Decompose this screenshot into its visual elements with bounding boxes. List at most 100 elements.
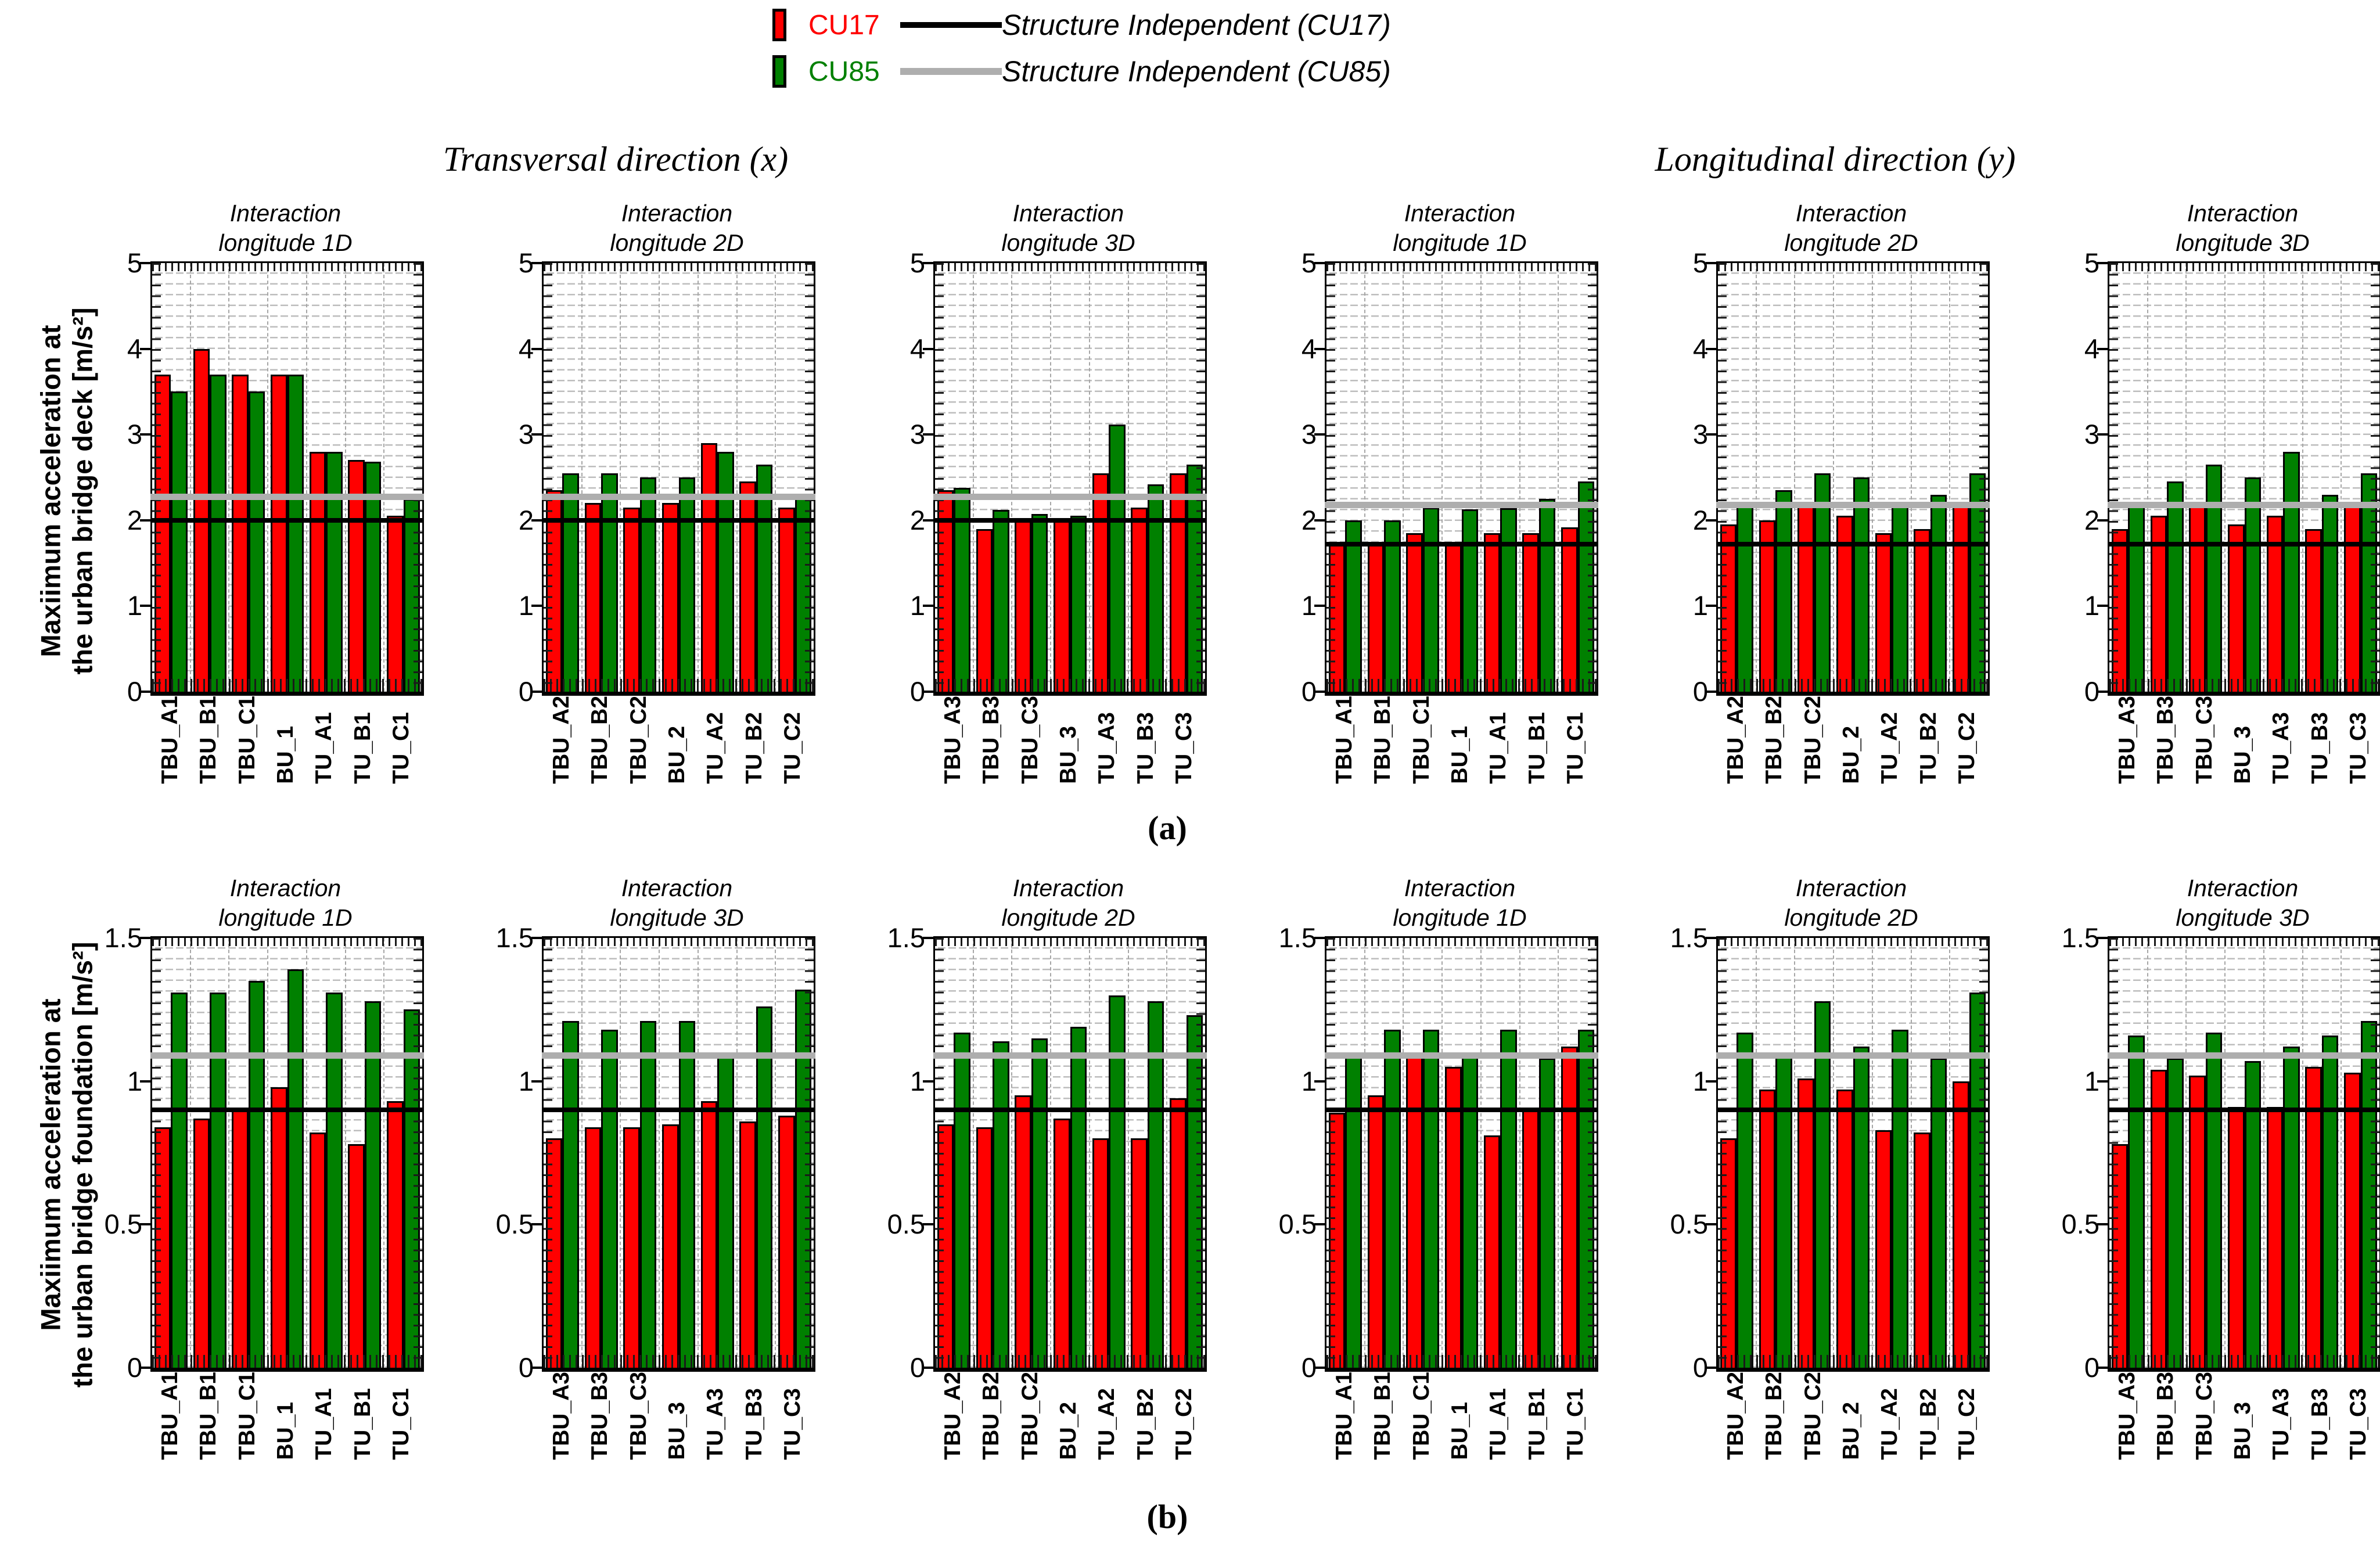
x-tick-cell: TBU_C2 (1011, 1372, 1049, 1466)
y-tick-mark (923, 262, 933, 264)
chart-b5: Interaction longitude 2D 0 0.5 1 1.5 TBU_A2 TBU… (1658, 864, 1990, 1466)
category-TBU_C3 (1011, 263, 1050, 692)
y-tick-label: 0 (909, 1352, 925, 1383)
x-tick-cell: TU_C3 (2339, 696, 2378, 790)
y-tick-label: 5 (1692, 247, 1708, 278)
bar-cu85-TBU_A2 (1737, 1032, 1753, 1368)
y-tick-mark (2097, 691, 2108, 693)
chart-title-line1: Interaction (1795, 874, 1907, 901)
y-tick-mark (531, 605, 542, 607)
reference-line-cu17 (150, 517, 424, 523)
y-tick-label: 2 (909, 504, 925, 535)
y-tick-label: 0.5 (887, 1209, 925, 1240)
bar-cu17-TU_C3 (778, 1115, 795, 1368)
x-tick-label-TBU_A3: TBU_A3 (548, 1372, 574, 1460)
x-tick-label-TBU_B3: TBU_B3 (587, 1372, 613, 1460)
x-tick-cell: TBU_B1 (189, 696, 227, 790)
x-tick-label-BU_1: BU_1 (272, 1401, 298, 1460)
y-tick-mark (531, 519, 542, 522)
x-tick-label-TU_B3: TU_B3 (2307, 1388, 2332, 1460)
bar-cu17-TU_C3 (1170, 473, 1187, 692)
category-BU_1 (267, 938, 306, 1368)
reference-line-cu17 (2108, 1108, 2380, 1112)
x-tick-cell: TU_C3 (2339, 1372, 2378, 1466)
y-tick-label: 4 (2084, 333, 2099, 364)
category-BU_1 (1441, 263, 1480, 692)
y-tick-mark (923, 519, 933, 522)
category-TBU_B2 (1755, 263, 1795, 692)
bar-cu17-TU_A2 (1875, 1130, 1892, 1368)
x-tick-cell: TU_A1 (1479, 696, 1518, 790)
x-tick-label-TU_A2: TU_A2 (1877, 1388, 1903, 1460)
y-tick-mark (923, 691, 933, 693)
plot-area (1716, 261, 1990, 696)
x-tick-cell: BU_3 (2223, 1372, 2262, 1466)
reference-line-cu85 (933, 1052, 1207, 1059)
x-tick-cell: TBU_B2 (1755, 696, 1793, 790)
bar-cu17-TBU_C2 (623, 507, 640, 692)
minor-ticks-left (935, 938, 944, 1368)
minor-ticks-bottom (1718, 679, 1988, 692)
y-tick-label: 3 (127, 419, 142, 450)
chart-title-line1: Interaction (1795, 199, 1907, 226)
y-tick-mark (531, 262, 542, 264)
y-tick-label: 1 (1301, 1065, 1317, 1096)
reference-line-cu85 (542, 494, 815, 501)
bar-cu85-TU_A2 (1892, 503, 1908, 692)
reference-line-cu85 (2108, 1052, 2380, 1059)
y-tick-mark (923, 937, 933, 939)
y-tick-label: 5 (1301, 247, 1317, 278)
category-TBU_B1 (1364, 263, 1403, 692)
x-tick-cell: TU_A2 (1871, 1372, 1909, 1466)
x-tick-label-TBU_B3: TBU_B3 (979, 696, 1004, 784)
y-tick-mark (1314, 262, 1325, 264)
bar-cu17-TBU_B3 (2150, 1069, 2167, 1368)
minor-ticks-right (1588, 263, 1597, 692)
y-tick-label: 0.5 (104, 1209, 142, 1240)
minor-ticks-top (152, 263, 422, 271)
x-tick-cell: BU_2 (1832, 1372, 1870, 1466)
bar-cu85-TBU_C2 (639, 477, 657, 692)
x-tick-cell: TU_C2 (1948, 1372, 1986, 1466)
bar-cu85-TU_B3 (2321, 1035, 2339, 1368)
bar-cu17-TBU_C3 (2189, 1075, 2206, 1368)
x-tick-cell: TBU_C3 (1011, 696, 1049, 790)
category-TU_B1 (1519, 938, 1558, 1368)
bar-cu85-BU_3 (2244, 1061, 2261, 1368)
x-tick-cell: TBU_B1 (1363, 1372, 1401, 1466)
y-tick-label: 0.5 (1278, 1209, 1317, 1240)
x-tick-cell: TU_A3 (2262, 696, 2300, 790)
bar-cu85-TU_B3 (756, 1006, 773, 1368)
y-tick-label: 0 (1301, 676, 1317, 707)
bar-cu85-TBU_B2 (993, 1041, 1009, 1368)
x-tick-cell: BU_1 (266, 696, 304, 790)
y-tick-label: 0 (1692, 1352, 1708, 1383)
header-transversal-direction: Transversal direction (x) (443, 140, 789, 178)
x-tick-cell: TU_A2 (1088, 1372, 1126, 1466)
category-TBU_C1 (228, 938, 267, 1368)
x-tick-cell: TU_A1 (305, 1372, 343, 1466)
y-tick-mark (1706, 1223, 1716, 1226)
x-tick-cell: BU_3 (657, 1372, 696, 1466)
bar-cu17-TU_A1 (1483, 533, 1501, 692)
minor-ticks-right (2371, 263, 2379, 692)
chart-b1: Interaction longitude 1D 0 0.5 1 1.5 TBU_A1 TBU… (92, 864, 424, 1466)
x-tick-cell: BU_1 (1440, 1372, 1479, 1466)
x-tick-cell: TBU_A3 (2108, 1372, 2146, 1466)
x-tick-label-BU_3: BU_3 (2230, 1401, 2255, 1460)
y-tick-mark (2097, 1080, 2108, 1083)
reference-line-cu85 (542, 1052, 815, 1059)
minor-ticks-top (935, 263, 1205, 271)
x-axis-labels: TBU_A1 TBU_B1 TBU_C1 BU_1 TU_A1 TU_B1 TU_C1 (1325, 696, 1595, 790)
category-BU_2 (1050, 938, 1089, 1368)
y-tick-label: 1 (2084, 1065, 2099, 1096)
x-tick-label-TU_B2: TU_B2 (1915, 1388, 1941, 1460)
panel-label-b: (b) (1146, 1498, 1188, 1536)
y-tick-label: 1.5 (104, 922, 142, 953)
x-tick-label-BU_2: BU_2 (664, 725, 689, 784)
chart-a6: Interaction longitude 3D 0 1 2 3 4 5 TBU_A3 TBU_B… (2050, 189, 2380, 790)
minor-ticks-top (152, 938, 422, 946)
bar-cu17-TBU_B3 (584, 1127, 602, 1368)
reference-line-cu17 (1325, 542, 1598, 547)
x-tick-cell: TBU_B3 (2146, 696, 2184, 790)
